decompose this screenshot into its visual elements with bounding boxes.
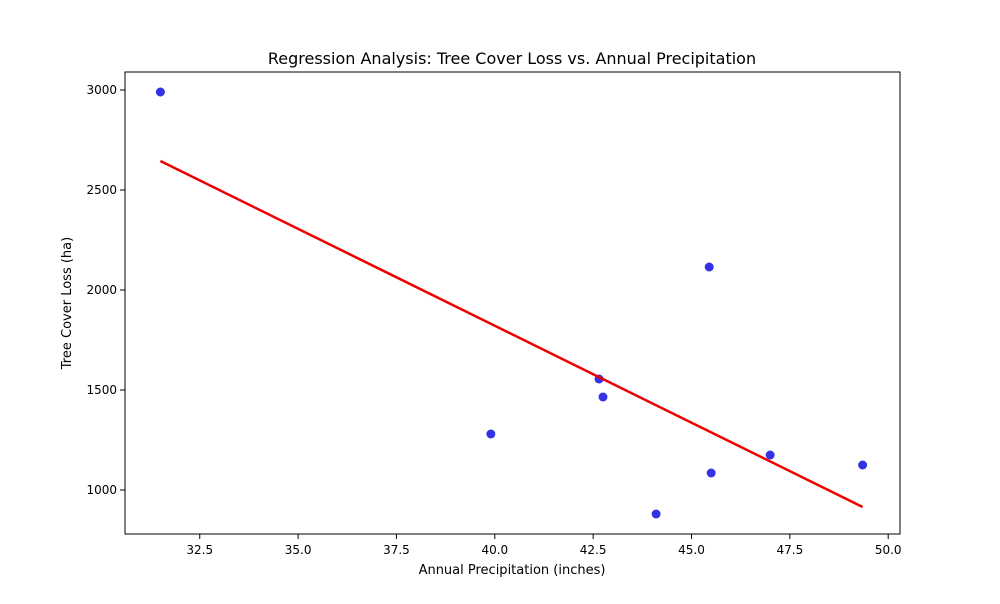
- x-tick-label: 40.0: [481, 543, 508, 557]
- y-tick-label: 3000: [86, 83, 117, 97]
- data-point: [486, 429, 496, 439]
- data-point: [765, 450, 775, 460]
- data-point: [598, 392, 608, 402]
- y-tick-label: 1000: [86, 483, 117, 497]
- plot-area: 32.5 35.0 37.5 40.0 42.5 45.0 47.5 50.0 1000 1500…: [86, 71, 902, 557]
- x-tick-label: 50.0: [875, 543, 902, 557]
- data-point: [155, 87, 165, 97]
- x-tick-label: 37.5: [383, 543, 410, 557]
- x-tick-label: 35.0: [285, 543, 312, 557]
- data-point: [858, 460, 868, 470]
- chart-title: Regression Analysis: Tree Cover Loss vs.…: [268, 49, 756, 68]
- data-point: [704, 262, 714, 272]
- y-axis-label: Tree Cover Loss (ha): [60, 237, 75, 370]
- x-tick-label: 47.5: [776, 543, 803, 557]
- x-tick-label: 45.0: [678, 543, 705, 557]
- plot-frame: [124, 71, 901, 535]
- regression-line: [159, 159, 864, 509]
- x-tick-label: 42.5: [580, 543, 607, 557]
- x-axis-label: Annual Precipitation (inches): [419, 563, 606, 578]
- y-tick-label: 2000: [86, 283, 117, 297]
- y-tick-label: 2500: [86, 183, 117, 197]
- data-point: [706, 468, 716, 478]
- x-tick-label: 32.5: [186, 543, 213, 557]
- data-point: [651, 509, 661, 519]
- y-tick-label: 1500: [86, 383, 117, 397]
